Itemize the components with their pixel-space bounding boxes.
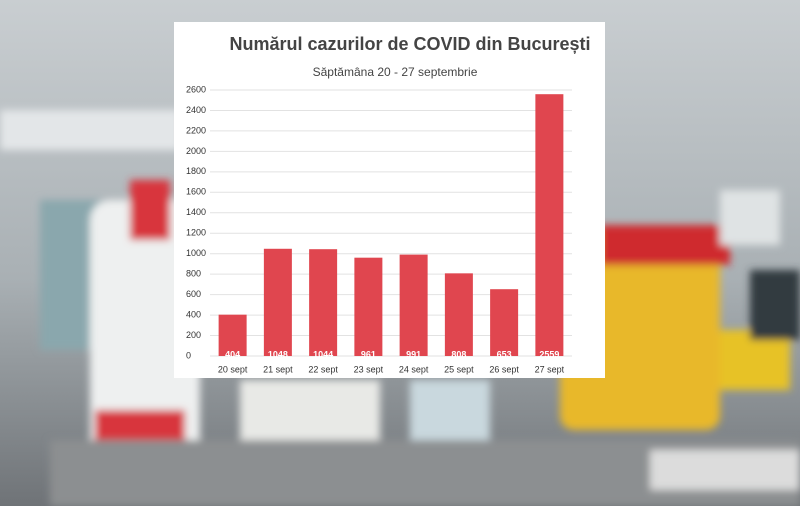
x-tick-label: 22 sept bbox=[308, 364, 338, 374]
value-label: 991 bbox=[406, 349, 421, 359]
y-tick-label: 2600 bbox=[186, 84, 206, 94]
y-tick-label: 2200 bbox=[186, 125, 206, 135]
y-tick-label: 0 bbox=[186, 350, 191, 360]
y-tick-label: 1200 bbox=[186, 228, 206, 238]
y-tick-label: 1600 bbox=[186, 187, 206, 197]
y-tick-label: 800 bbox=[186, 269, 201, 279]
x-tick-label: 24 sept bbox=[399, 364, 429, 374]
y-tick-label: 200 bbox=[186, 330, 201, 340]
bar bbox=[263, 248, 292, 356]
y-tick-label: 1800 bbox=[186, 166, 206, 176]
value-label: 404 bbox=[225, 349, 240, 359]
y-tick-label: 1400 bbox=[186, 207, 206, 217]
bar bbox=[218, 314, 247, 356]
chart-title: Numărul cazurilor de COVID din București bbox=[229, 34, 590, 54]
x-tick-label: 26 sept bbox=[489, 364, 519, 374]
bar bbox=[399, 254, 428, 356]
chart-subtitle: Săptămâna 20 - 27 septembrie bbox=[313, 65, 478, 79]
x-tick-label: 21 sept bbox=[263, 364, 293, 374]
value-label: 1044 bbox=[313, 349, 333, 359]
bar bbox=[490, 289, 519, 356]
bar bbox=[309, 249, 338, 356]
y-tick-label: 400 bbox=[186, 309, 201, 319]
y-tick-label: 2000 bbox=[186, 146, 206, 156]
y-tick-label: 1000 bbox=[186, 248, 206, 258]
x-tick-label: 20 sept bbox=[218, 364, 248, 374]
x-tick-label: 23 sept bbox=[354, 364, 384, 374]
bar bbox=[535, 94, 564, 357]
bar bbox=[444, 273, 473, 356]
x-tick-label: 25 sept bbox=[444, 364, 474, 374]
bar bbox=[354, 257, 383, 356]
x-tick-label: 27 sept bbox=[535, 364, 565, 374]
value-label: 1048 bbox=[268, 349, 288, 359]
value-label: 808 bbox=[451, 349, 466, 359]
value-label: 961 bbox=[361, 349, 376, 359]
value-label: 653 bbox=[497, 349, 512, 359]
value-label: 2559 bbox=[539, 349, 559, 359]
y-tick-label: 600 bbox=[186, 289, 201, 299]
y-tick-label: 2400 bbox=[186, 105, 206, 115]
